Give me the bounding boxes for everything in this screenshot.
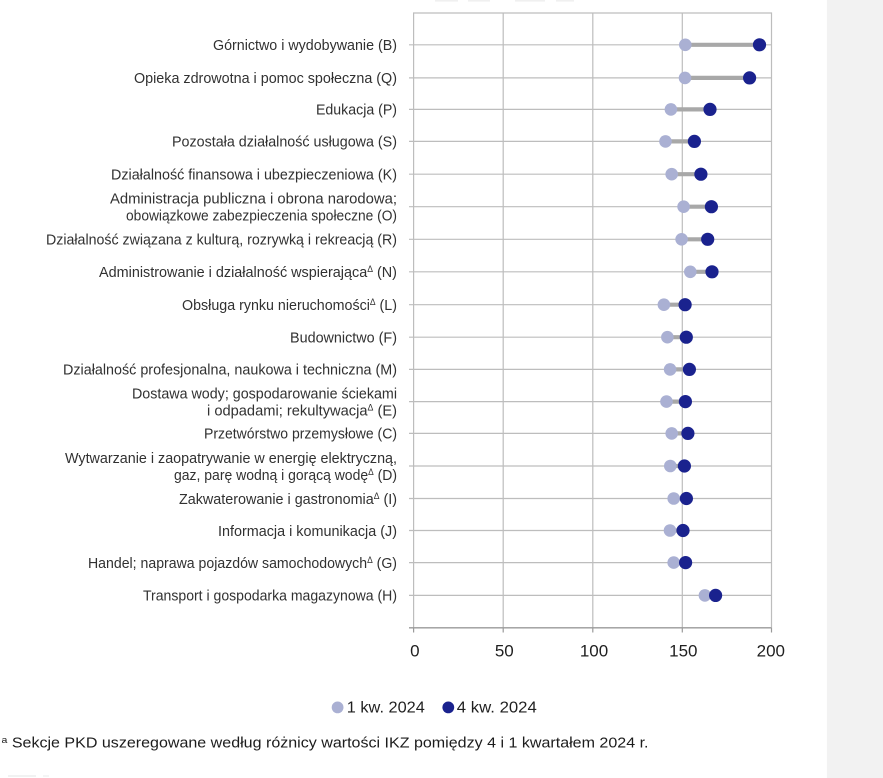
svg-text:Opieka zdrowotna i pomoc społe: Opieka zdrowotna i pomoc społeczna (Q) (134, 70, 397, 87)
svg-text:Budownictwo (F): Budownictwo (F) (290, 330, 397, 347)
svg-text:gaz, parę wodną i gorącą wodęΔ: gaz, parę wodną i gorącą wodęΔ (D) (174, 467, 397, 484)
svg-text:Dostawa wody; gospodarowanie ś: Dostawa wody; gospodarowanie ściekami (132, 385, 397, 402)
svg-text:Administrowanie i działalność: Administrowanie i działalność wspierając… (99, 264, 397, 281)
svg-text:1 kw. 2024: 1 kw. 2024 (347, 700, 425, 717)
svg-text:0: 0 (410, 641, 419, 660)
svg-text:150: 150 (669, 641, 697, 660)
svg-text:Informacja i komunikacja (J): Informacja i komunikacja (J) (218, 523, 397, 540)
svg-text:Działalność finansowa i ubezpi: Działalność finansowa i ubezpieczeniowa … (111, 167, 397, 184)
svg-text:Górnictwo i wydobywanie (B): Górnictwo i wydobywanie (B) (213, 37, 397, 54)
svg-text:4 kw. 2024: 4 kw. 2024 (457, 700, 537, 717)
svg-text:Wytwarzanie i zaopatrywanie w: Wytwarzanie i zaopatrywanie w energię el… (65, 450, 397, 467)
svg-text:a Sekcje PKD uszeregowane wedł: a Sekcje PKD uszeregowane według różnicy… (2, 735, 649, 752)
svg-text:Transport i gospodarka magazyn: Transport i gospodarka magazynowa (H) (143, 588, 397, 605)
svg-text:i odpadami; rekultywacjaΔ (E): i odpadami; rekultywacjaΔ (E) (207, 402, 397, 419)
svg-text:Obsługa rynku nieruchomościΔ (: Obsługa rynku nieruchomościΔ (L) (182, 297, 397, 314)
svg-text:Handel; naprawa pojazdów samoc: Handel; naprawa pojazdów samochodowychΔ … (88, 555, 397, 572)
svg-text:Edukacja (P): Edukacja (P) (316, 102, 397, 119)
svg-text:100: 100 (580, 641, 608, 660)
svg-text:Zakwaterowanie i gastronomiaΔ: Zakwaterowanie i gastronomiaΔ (I) (179, 491, 397, 508)
svg-text:50: 50 (495, 641, 514, 660)
svg-text:200: 200 (757, 641, 785, 660)
svg-text:Działalność profesjonalna, nau: Działalność profesjonalna, naukowa i tec… (63, 362, 397, 379)
svg-text:Administracja publiczna i obro: Administracja publiczna i obrona narodow… (110, 191, 397, 208)
svg-text:Przetwórstwo przemysłowe (C): Przetwórstwo przemysłowe (C) (204, 426, 397, 443)
svg-text:obowiązkowe zabezpieczenia spo: obowiązkowe zabezpieczenia społeczne (O) (126, 208, 397, 225)
svg-text:Pozostała działalność usługowa: Pozostała działalność usługowa (S) (172, 134, 397, 151)
svg-text:Działalność związana z kulturą: Działalność związana z kulturą, rozrywką… (46, 232, 397, 249)
